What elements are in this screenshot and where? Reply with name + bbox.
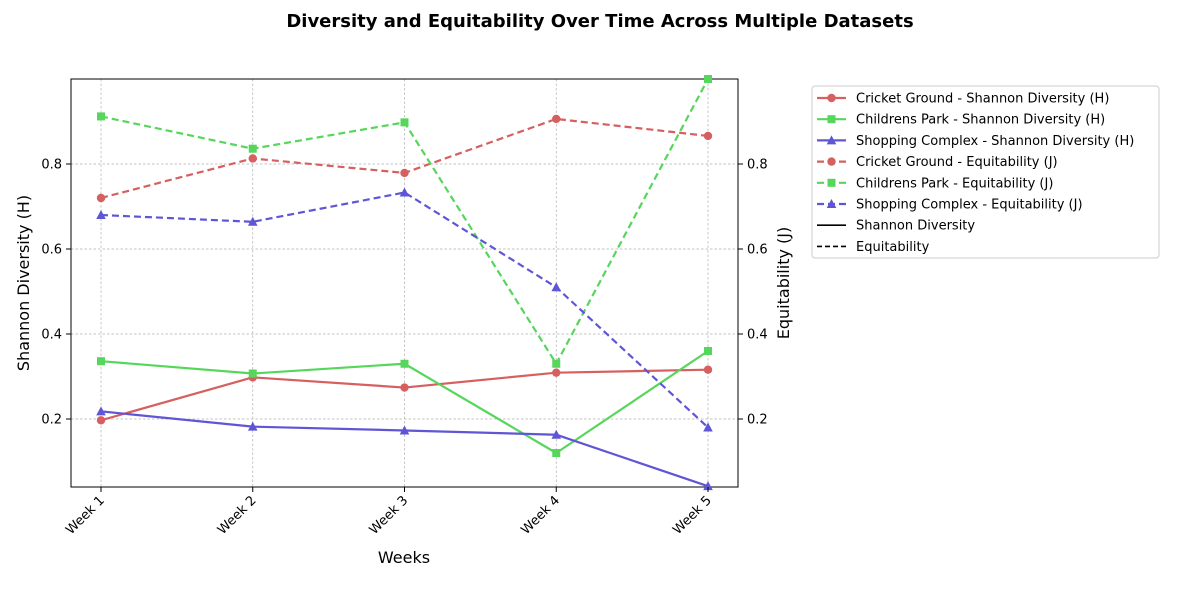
- data-point: [703, 131, 713, 141]
- data-point: [96, 210, 106, 219]
- x-tick-label: Week 4: [519, 493, 564, 538]
- data-point: [400, 168, 409, 178]
- chart-title: Diversity and Equitability Over Time Acr…: [286, 11, 913, 32]
- legend-entries: Cricket Ground - Shannon Diversity (H) Ch…: [817, 92, 1134, 255]
- series-layer: [96, 75, 713, 491]
- data-point: [552, 449, 561, 457]
- series-group: [97, 75, 712, 368]
- y-left-tick-label: 0.8: [41, 158, 62, 173]
- y-right-tick-label: 0.6: [747, 243, 768, 258]
- data-point: [96, 416, 106, 425]
- x-axis-label: Weeks: [378, 548, 430, 567]
- data-point: [97, 112, 105, 121]
- legend-label: Shopping Complex - Equitability (J): [856, 198, 1083, 213]
- data-point: [247, 216, 258, 226]
- legend-marker: [827, 157, 836, 166]
- data-point: [552, 368, 561, 377]
- data-point: [96, 406, 106, 416]
- data-point: [551, 429, 562, 439]
- data-point: [248, 144, 257, 153]
- legend-marker: [827, 115, 836, 124]
- x-tick-label: Week 2: [215, 493, 260, 538]
- series-group: [97, 347, 712, 457]
- y-axis-right-label: Equitability (J): [774, 227, 793, 339]
- data-point: [552, 359, 561, 368]
- series-line: [100, 191, 709, 429]
- legend-label: Childrens Park - Shannon Diversity (H): [856, 113, 1105, 128]
- y-left-tick-label: 0.6: [41, 243, 62, 258]
- legend-label: Cricket Ground - Shannon Diversity (H): [856, 92, 1109, 107]
- y-left-tick-label: 0.4: [41, 328, 62, 343]
- x-tick-label: Week 1: [63, 493, 108, 538]
- y-right-tick-label: 0.4: [747, 328, 768, 343]
- y-axis-left-label: Shannon Diversity (H): [14, 195, 33, 371]
- series-group: [96, 187, 713, 432]
- x-tick-label: Week 5: [670, 493, 715, 538]
- legend-marker: [826, 135, 837, 145]
- data-point: [704, 75, 712, 83]
- series-group: [96, 406, 713, 491]
- legend-label: Shopping Complex - Shannon Diversity (H): [856, 134, 1134, 149]
- legend-label: Shannon Diversity: [856, 219, 975, 234]
- data-point: [551, 282, 562, 292]
- legend-frame: [811, 85, 1160, 259]
- x-tick-label: Week 3: [367, 493, 412, 538]
- y-right-tick-label: 0.8: [747, 158, 768, 173]
- data-point: [248, 154, 257, 163]
- data-point: [96, 193, 106, 203]
- data-point: [399, 425, 410, 435]
- data-point: [400, 118, 409, 127]
- y-left-tick-label: 0.2: [41, 413, 62, 428]
- data-point: [703, 481, 713, 491]
- data-point: [399, 187, 410, 197]
- data-point: [248, 369, 257, 378]
- legend: Cricket Ground - Shannon Diversity (H) Ch…: [811, 85, 1160, 259]
- series-group: [96, 114, 713, 203]
- legend-marker: [827, 178, 836, 187]
- data-point: [704, 347, 712, 355]
- data-point: [247, 421, 258, 431]
- data-point: [97, 357, 105, 366]
- data-point: [703, 422, 713, 432]
- legend-label: Cricket Ground - Equitability (J): [856, 155, 1058, 170]
- legend-marker: [826, 199, 837, 208]
- legend-marker: [827, 93, 836, 103]
- legend-label: Equitability: [856, 240, 930, 255]
- data-point: [552, 114, 561, 124]
- data-point: [703, 365, 713, 374]
- y-right-tick-label: 0.2: [747, 413, 768, 428]
- data-point: [400, 383, 409, 392]
- legend-label: Childrens Park - Equitability (J): [856, 176, 1053, 191]
- data-point: [400, 359, 409, 368]
